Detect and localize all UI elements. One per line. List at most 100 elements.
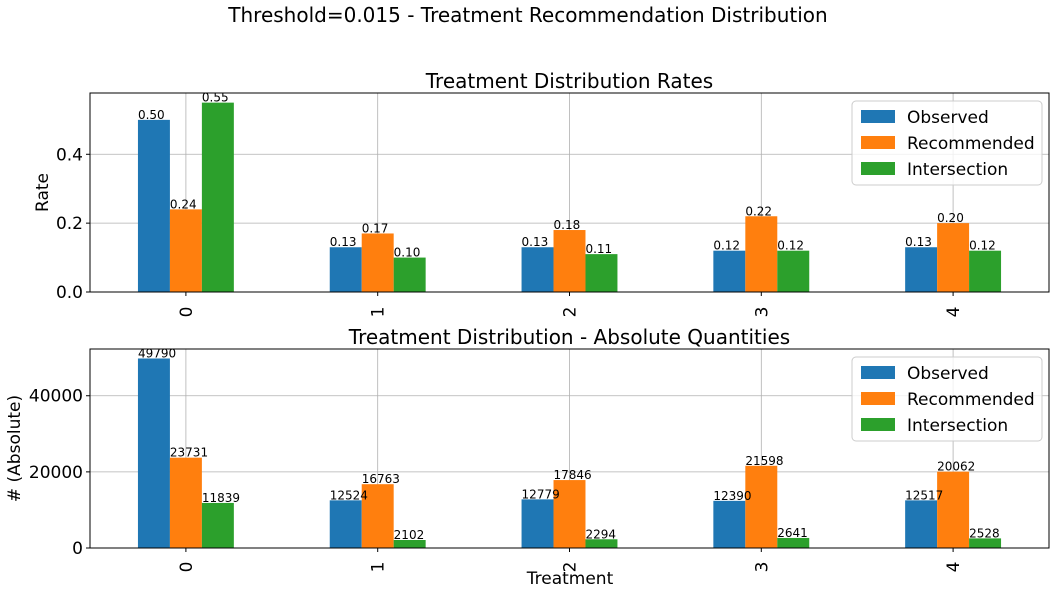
bar-intersection <box>969 538 1002 548</box>
x-tick-label: 1 <box>369 562 389 573</box>
bar-recommended <box>937 471 970 548</box>
y-axis-label: # (Absolute) <box>5 395 25 502</box>
bar-observed <box>713 250 746 292</box>
x-tick-label: 4 <box>944 562 964 573</box>
bar-recommended <box>553 230 586 292</box>
legend-entry: Recommended <box>907 390 1035 410</box>
bar-value-label: 0.13 <box>330 235 357 249</box>
legend-entry: Observed <box>907 364 989 384</box>
bar-value-label: 0.12 <box>777 239 804 253</box>
chart-title: Treatment Distribution - Absolute Quanti… <box>348 325 790 349</box>
bar-value-label: 2294 <box>585 527 616 541</box>
x-tick-label: 2 <box>561 562 581 573</box>
chart-panel-1: 0.500.13 0.13 0.12 0.130.240.17 0.180.22 0.20… <box>33 69 1050 317</box>
bar-value-label: 23731 <box>170 446 208 460</box>
bar-value-label: 0.10 <box>394 246 421 260</box>
legend-entry: Intersection <box>907 416 1008 436</box>
y-axis-label: Rate <box>33 173 53 212</box>
x-tick-label: 3 <box>752 307 772 318</box>
legend-swatch-observed <box>861 366 895 379</box>
legend-entry: Recommended <box>907 134 1035 154</box>
x-tick-label: 4 <box>944 307 964 318</box>
bar-observed <box>905 247 938 292</box>
bar-value-label: 0.20 <box>937 211 964 225</box>
bar-intersection <box>777 537 810 548</box>
y-tick-label: 0.2 <box>56 214 83 234</box>
bar-observed <box>905 500 938 548</box>
bar-value-label: 0.12 <box>713 239 740 253</box>
bar-labels: 0.50 0.13 0.13 0.12 0.13 0.24 0.17 0.18 0.22 0.20… <box>138 91 996 260</box>
bar-recommended <box>745 465 778 548</box>
y-tick-label: 0 <box>72 539 83 559</box>
bar-value-label: 0.24 <box>170 197 197 211</box>
bar-observed <box>713 500 746 548</box>
bar-value-label: 0.11 <box>585 242 612 256</box>
bar-observed <box>137 358 170 548</box>
bar-value-label: 12517 <box>905 488 943 502</box>
bar-recommended <box>937 223 970 292</box>
bar-observed <box>329 500 362 548</box>
x-tick-label: 1 <box>369 307 389 318</box>
legend-swatch-intersection <box>861 162 895 175</box>
bar-value-label: 0.13 <box>905 235 932 249</box>
bar-intersection <box>777 250 810 292</box>
bar-observed <box>329 247 362 292</box>
bar-observed <box>521 499 554 548</box>
bar-value-label: 16763 <box>362 472 400 486</box>
bar-value-label: 11839 <box>202 491 240 505</box>
bar-value-label: 0.55 <box>202 91 229 105</box>
bar-labels: 49790 12524 12779 12390 12517 23731 16763 17846… <box>138 346 1000 542</box>
bar-value-label: 0.18 <box>554 218 581 232</box>
legend-swatch-recommended <box>861 136 895 149</box>
bar-intersection <box>393 539 426 548</box>
legend: Observed Recommended Intersection <box>851 100 1043 186</box>
legend-swatch-intersection <box>861 418 895 431</box>
bar-recommended <box>553 480 586 548</box>
bar-value-label: 12390 <box>713 489 751 503</box>
y-axis: 0 20000 40000 <box>29 387 90 559</box>
bar-recommended <box>169 457 202 548</box>
chart-area: 0.500.13 0.13 0.12 0.130.240.17 0.180.22 0.20… <box>5 69 1050 589</box>
x-tick-label: 2 <box>561 307 581 318</box>
bar-value-label: 49790 <box>138 346 176 360</box>
bar-value-label: 2102 <box>394 528 425 542</box>
x-axis-label: Treatment <box>526 569 614 589</box>
bar-intersection <box>201 502 234 548</box>
y-tick-label: 0.4 <box>56 145 83 165</box>
bar-value-label: 0.50 <box>138 108 165 122</box>
x-axis: 0 1 2 3 4 <box>177 292 964 317</box>
bar-intersection <box>585 254 618 292</box>
legend: Observed Recommended Intersection <box>851 356 1043 442</box>
bar-observed <box>521 247 554 292</box>
bar-value-label: 0.22 <box>745 204 772 218</box>
bar-value-label: 17846 <box>554 468 592 482</box>
legend-swatch-observed <box>861 110 895 123</box>
bar-recommended <box>169 209 202 292</box>
chart-panel-2: 49790 12524 12779 12390 12517 23731 16763 17846… <box>5 325 1050 589</box>
figure-suptitle: Threshold=0.015 - Treatment Recommendati… <box>227 3 827 27</box>
bar-value-label: 21598 <box>745 454 783 468</box>
legend-entry: Observed <box>907 108 989 128</box>
x-tick-label: 0 <box>177 562 197 573</box>
bar-value-label: 2641 <box>777 526 808 540</box>
x-tick-label: 0 <box>177 307 197 318</box>
bar-recommended <box>361 484 394 548</box>
legend-swatch-recommended <box>861 392 895 405</box>
bars <box>137 358 1002 548</box>
y-tick-label: 0.0 <box>56 283 83 303</box>
bar-recommended <box>745 216 778 292</box>
bar-intersection <box>585 539 618 548</box>
y-tick-label: 20000 <box>29 463 83 483</box>
legend-frame <box>851 100 1043 186</box>
legend-frame <box>851 356 1043 442</box>
y-tick-label: 40000 <box>29 387 83 407</box>
bar-value-label: 0.17 <box>362 221 389 235</box>
bar-value-label: 20062 <box>937 460 975 474</box>
bar-value-label: 0.13 <box>522 235 549 249</box>
bar-value-label: 2528 <box>969 526 1000 540</box>
chart-title: Treatment Distribution Rates <box>425 69 713 93</box>
bar-intersection <box>393 257 426 292</box>
bar-value-label: 0.12 <box>969 239 996 253</box>
x-axis: 0 1 2 3 4 <box>177 548 964 572</box>
